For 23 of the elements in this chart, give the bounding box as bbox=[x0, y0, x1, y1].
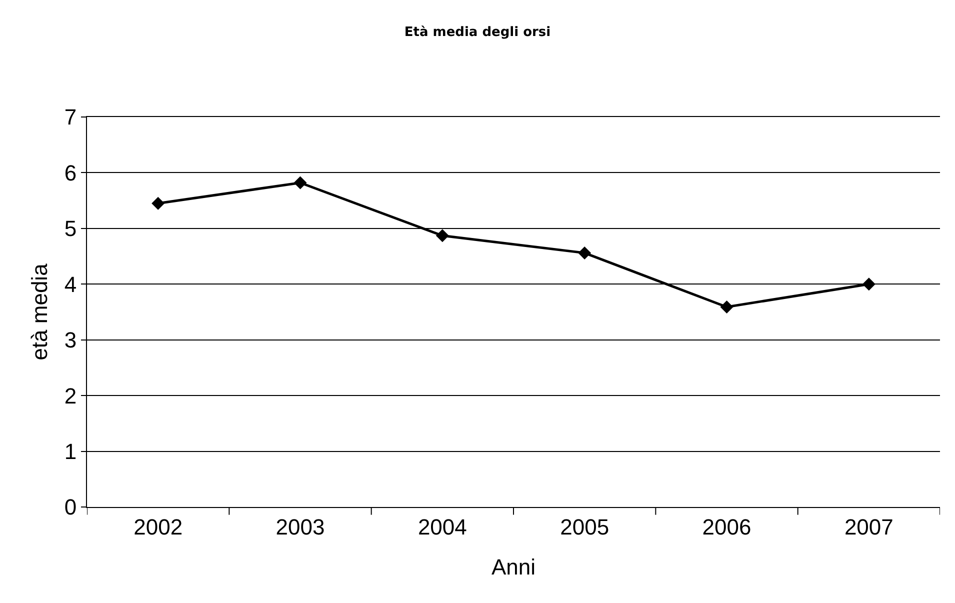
y-tick-label: 4 bbox=[64, 272, 77, 297]
y-tick-label: 7 bbox=[64, 104, 77, 130]
x-tick-label: 2005 bbox=[560, 514, 610, 540]
chart-title: Età media degli orsi bbox=[404, 25, 551, 40]
point bbox=[578, 246, 592, 260]
point bbox=[436, 229, 449, 242]
y-tick-label: 5 bbox=[64, 216, 77, 242]
x-axis-title: Anni bbox=[491, 554, 536, 580]
y-tick-label: 1 bbox=[64, 438, 77, 464]
point bbox=[720, 300, 734, 314]
x-tick-label: 2003 bbox=[276, 514, 325, 540]
y-tick-label: 3 bbox=[64, 328, 77, 353]
point bbox=[862, 278, 876, 291]
y-axis-title: età media bbox=[27, 262, 52, 360]
y-tick-label: 2 bbox=[64, 383, 77, 408]
x-tick-label: 2006 bbox=[702, 514, 752, 540]
x-tick-label: 2004 bbox=[418, 514, 467, 540]
point bbox=[152, 196, 165, 210]
x-tick-label: 2002 bbox=[134, 514, 183, 540]
point bbox=[294, 176, 307, 190]
x-tick-label: 2007 bbox=[844, 514, 894, 540]
y-tick-label: 0 bbox=[64, 494, 77, 520]
y-tick-label: 6 bbox=[64, 160, 77, 186]
